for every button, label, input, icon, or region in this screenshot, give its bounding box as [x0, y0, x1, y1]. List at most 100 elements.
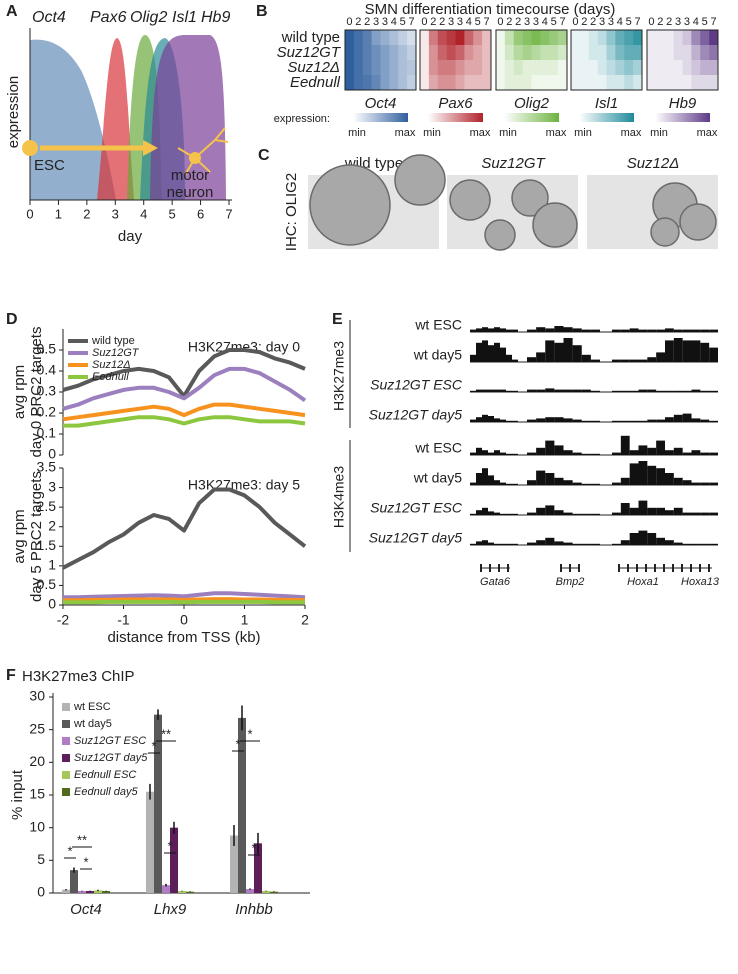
- heat-cell: [522, 75, 532, 91]
- heat-cell: [353, 30, 364, 46]
- track-signal: [470, 482, 476, 485]
- day-label: 3: [382, 16, 388, 28]
- track-signal: [665, 510, 674, 515]
- expression-curve: [150, 35, 226, 200]
- y-tick-label: 0.4: [37, 362, 57, 378]
- y-tick-label: 0: [37, 884, 45, 900]
- track-signal: [656, 507, 665, 515]
- heatmap-title: SMN differentiation timecourse (days): [365, 1, 616, 18]
- track-signal: [647, 419, 657, 422]
- heat-cell: [362, 60, 372, 76]
- day-label: 7: [484, 16, 490, 28]
- track-signal: [647, 389, 657, 392]
- heat-cell: [473, 60, 483, 76]
- track-signal: [536, 418, 546, 422]
- day-label: 3: [684, 16, 690, 28]
- heat-cell: [504, 45, 515, 61]
- track-signal: [638, 329, 648, 332]
- expression-curve: [97, 38, 134, 200]
- day-label: 3: [457, 16, 463, 28]
- heat-cell: [455, 30, 465, 46]
- heat-cell: [571, 45, 581, 61]
- color-bar: [579, 113, 634, 122]
- day-label: 3: [675, 16, 681, 28]
- heat-cell: [549, 75, 559, 91]
- heat-cell: [455, 60, 465, 76]
- track-signal: [691, 543, 701, 545]
- heat-cell: [624, 75, 634, 91]
- y-tick-label: 30: [29, 688, 45, 704]
- line-series: [62, 402, 306, 422]
- heat-cell: [446, 30, 456, 46]
- x-tick-label: Inhbb: [235, 901, 273, 918]
- track-signal: [620, 435, 630, 455]
- track-signal: [494, 450, 500, 455]
- track-signal: [482, 507, 488, 515]
- heat-cell: [446, 45, 456, 61]
- track-signal: [488, 389, 494, 392]
- legend-label: Eednull ESC: [74, 769, 136, 781]
- exon: [569, 564, 571, 572]
- track-signal: [527, 480, 537, 485]
- legend-label: Suz12GT ESC: [74, 735, 146, 747]
- track-signal: [476, 541, 482, 545]
- track-signal: [638, 530, 648, 545]
- bar: [246, 889, 254, 893]
- track-signal: [682, 390, 692, 392]
- gene-name: Hoxa13: [681, 576, 720, 588]
- track-signal: [500, 389, 506, 392]
- exon: [560, 564, 562, 572]
- track-signal: [512, 329, 518, 332]
- x-tick-label: Lhx9: [154, 901, 187, 918]
- gene-label: Oct4: [365, 95, 397, 112]
- day-label: 2: [364, 16, 370, 28]
- track-signal: [494, 418, 500, 422]
- exon: [654, 564, 656, 572]
- track-signal: [563, 542, 573, 545]
- track-signal: [494, 512, 500, 515]
- gene-label: Pax6: [90, 9, 127, 26]
- track-signal: [500, 328, 506, 332]
- heat-cell: [531, 60, 541, 76]
- heat-cell: [633, 45, 643, 61]
- track-signal: [647, 357, 657, 362]
- gene-label: Hb9: [201, 9, 230, 26]
- track-signal: [488, 345, 494, 362]
- track-signal: [506, 483, 512, 485]
- end-label: neuron: [167, 184, 214, 201]
- line-series: [63, 415, 306, 428]
- heat-cell: [371, 60, 381, 76]
- track-signal: [673, 329, 683, 332]
- heat-cell: [571, 30, 581, 46]
- track-label: wt day5: [413, 347, 462, 363]
- day-label: 4: [391, 16, 397, 28]
- heat-cell: [380, 60, 390, 76]
- esc-cell: [22, 140, 38, 156]
- legend-swatch: [62, 788, 70, 796]
- track-signal: [620, 329, 630, 332]
- track-signal: [476, 328, 482, 332]
- track-signal: [482, 389, 488, 392]
- heat-cell: [428, 45, 439, 61]
- gene-name: Hoxa1: [627, 576, 659, 588]
- track-signal: [638, 500, 648, 515]
- track-signal: [563, 389, 573, 392]
- day-label: 4: [693, 16, 699, 28]
- day-label: 2: [657, 16, 663, 28]
- track-signal: [512, 453, 518, 455]
- line-series: [63, 591, 306, 600]
- heat-cell: [522, 45, 532, 61]
- track-signal: [709, 420, 718, 422]
- track-signal: [581, 483, 591, 485]
- group-label: H3K4me3: [331, 466, 347, 528]
- day-label: 2: [515, 16, 521, 28]
- track-signal: [665, 417, 674, 422]
- heat-cell: [513, 60, 523, 76]
- day-label: 7: [635, 16, 641, 28]
- heat-cell: [345, 75, 355, 91]
- track-signal: [709, 329, 718, 332]
- heat-cell: [407, 45, 417, 61]
- track-signal: [470, 419, 476, 422]
- heat-cell: [420, 60, 430, 76]
